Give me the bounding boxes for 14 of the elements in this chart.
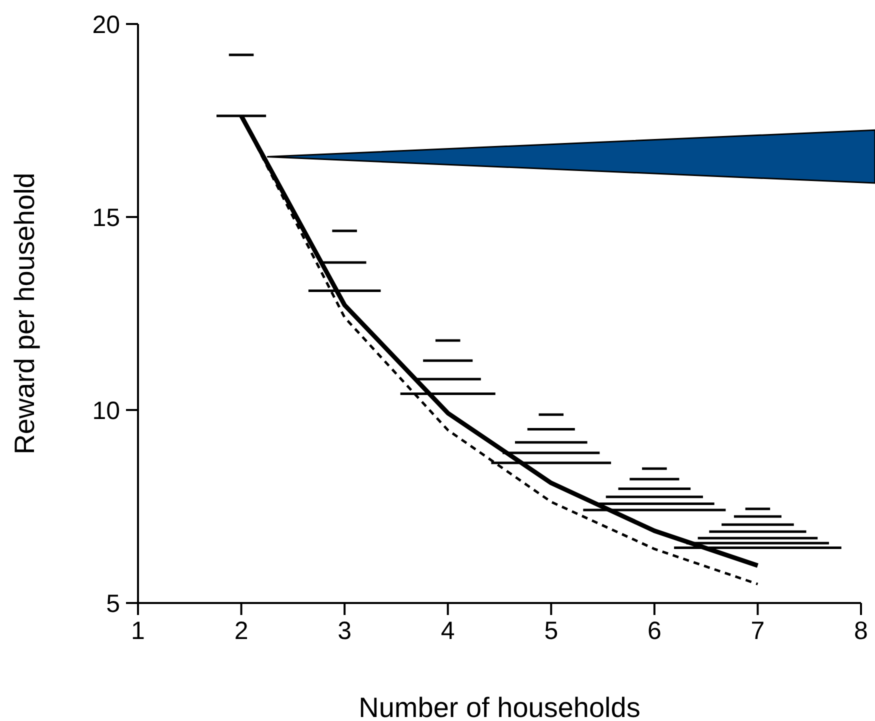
- y-tick-label: 5: [106, 590, 120, 618]
- x-tick-label: 8: [854, 616, 868, 645]
- x-tick-label: 1: [131, 616, 145, 645]
- x-tick-label: 3: [338, 616, 352, 645]
- x-tick-label: 2: [234, 616, 248, 645]
- x-tick-label: 5: [544, 616, 558, 645]
- x-tick-label: 7: [750, 616, 765, 645]
- y-axis-title: Reward per household: [8, 172, 40, 454]
- x-axis-title: Number of households: [358, 692, 640, 721]
- y-tick-label: 15: [92, 204, 120, 232]
- y-tick-label: 10: [92, 396, 120, 425]
- x-tick-label: 6: [647, 616, 662, 645]
- y-tick-label: 20: [92, 10, 120, 39]
- x-tick-label: 4: [440, 616, 455, 645]
